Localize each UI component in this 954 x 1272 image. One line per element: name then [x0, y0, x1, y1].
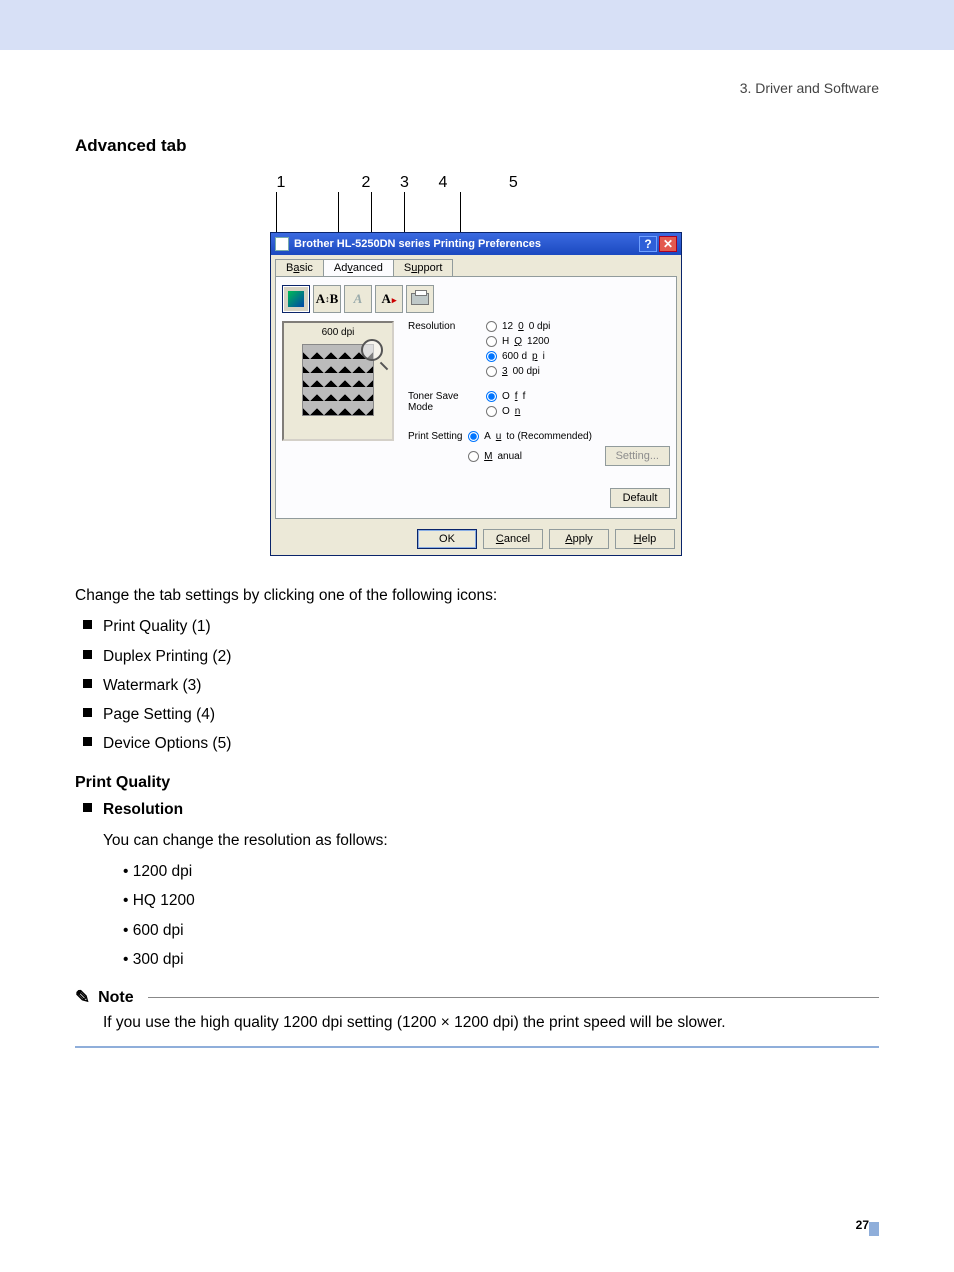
dialog-tabs: Basic Advanced Support — [271, 255, 681, 276]
list-item: Duplex Printing (2) — [103, 645, 879, 668]
list-item: HQ 1200 — [123, 889, 879, 912]
dialog-footer: OK Cancel Apply Help — [271, 523, 681, 555]
toolbar-watermark-icon[interactable]: A — [344, 285, 372, 313]
resolution-intro: You can change the resolution as follows… — [103, 829, 879, 852]
radio-hq1200[interactable]: HQ 1200 — [486, 336, 550, 347]
note-pencil-icon: ✎ — [75, 987, 90, 1008]
page-top-banner — [0, 0, 954, 50]
radio-toner-off[interactable]: Off — [486, 391, 525, 402]
toolbar-print-quality-icon[interactable] — [282, 285, 310, 313]
label-toner-save: Toner Save Mode — [408, 391, 486, 417]
help-button[interactable]: Help — [615, 529, 675, 549]
list-item: 300 dpi — [123, 948, 879, 971]
resolution-subheading: Resolution — [103, 798, 879, 821]
titlebar-close-button[interactable]: ✕ — [659, 236, 677, 252]
list-item: Device Options (5) — [103, 732, 879, 755]
dialog-title: Brother HL-5250DN series Printing Prefer… — [294, 238, 541, 250]
dialog-titlebar[interactable]: Brother HL-5250DN series Printing Prefer… — [271, 233, 681, 255]
preview-dpi-label: 600 dpi — [288, 327, 388, 338]
callout-leader-lines — [270, 192, 879, 232]
list-item: 600 dpi — [123, 919, 879, 942]
tab-basic[interactable]: Basic — [275, 259, 324, 276]
radio-600dpi[interactable]: 600 dpi — [486, 351, 550, 362]
tab-support[interactable]: Support — [393, 259, 454, 276]
intro-text: Change the tab settings by clicking one … — [75, 584, 879, 607]
label-print-setting: Print Setting — [408, 431, 468, 466]
default-button[interactable]: Default — [610, 488, 670, 508]
advanced-tab-panel: A↕B A A 600 dpi Resolution — [275, 276, 677, 519]
setting-button[interactable]: Setting... — [605, 446, 670, 466]
preview-thumbnail: 600 dpi — [282, 321, 394, 441]
radio-toner-on[interactable]: On — [486, 406, 525, 417]
list-item: Page Setting (4) — [103, 703, 879, 726]
list-item: 1200 dpi — [123, 860, 879, 883]
label-resolution: Resolution — [408, 321, 486, 377]
radio-1200dpi[interactable]: 1200 dpi — [486, 321, 550, 332]
toolbar-duplex-icon[interactable]: A↕B — [313, 285, 341, 313]
radio-print-manual[interactable]: Manual — [468, 451, 522, 462]
cancel-button[interactable]: Cancel — [483, 529, 543, 549]
radio-print-auto[interactable]: Auto (Recommended) — [468, 431, 670, 442]
titlebar-help-button[interactable]: ? — [639, 236, 657, 252]
note-text: If you use the high quality 1200 dpi set… — [103, 1014, 879, 1032]
icon-list: Print Quality (1) Duplex Printing (2) Wa… — [75, 615, 879, 755]
toolbar-device-options-icon[interactable] — [406, 285, 434, 313]
callout-numbers: 1 2 3 4 5 — [270, 174, 879, 192]
ok-button[interactable]: OK — [417, 529, 477, 549]
list-item: Print Quality (1) — [103, 615, 879, 638]
list-item: Watermark (3) — [103, 674, 879, 697]
preview-cubes-graphic — [302, 344, 374, 416]
section-heading-advanced-tab: Advanced tab — [75, 136, 879, 156]
note-block: ✎ Note If you use the high quality 1200 … — [75, 987, 879, 1048]
printer-icon — [275, 237, 289, 251]
radio-300dpi[interactable]: 300 dpi — [486, 366, 550, 377]
chapter-reference: 3. Driver and Software — [75, 80, 879, 96]
page-number: 27 — [75, 1218, 879, 1232]
resolution-options-list: 1200 dpi HQ 1200 600 dpi 300 dpi — [75, 860, 879, 971]
printing-preferences-dialog: Brother HL-5250DN series Printing Prefer… — [270, 232, 682, 556]
print-quality-heading: Print Quality — [75, 774, 879, 792]
advanced-toolbar: A↕B A A — [282, 283, 670, 321]
magnifier-icon — [361, 339, 383, 361]
tab-advanced[interactable]: Advanced — [323, 259, 394, 276]
note-label: Note — [98, 989, 134, 1007]
page-corner-tab — [869, 1222, 879, 1236]
apply-button[interactable]: Apply — [549, 529, 609, 549]
toolbar-page-setting-icon[interactable]: A — [375, 285, 403, 313]
